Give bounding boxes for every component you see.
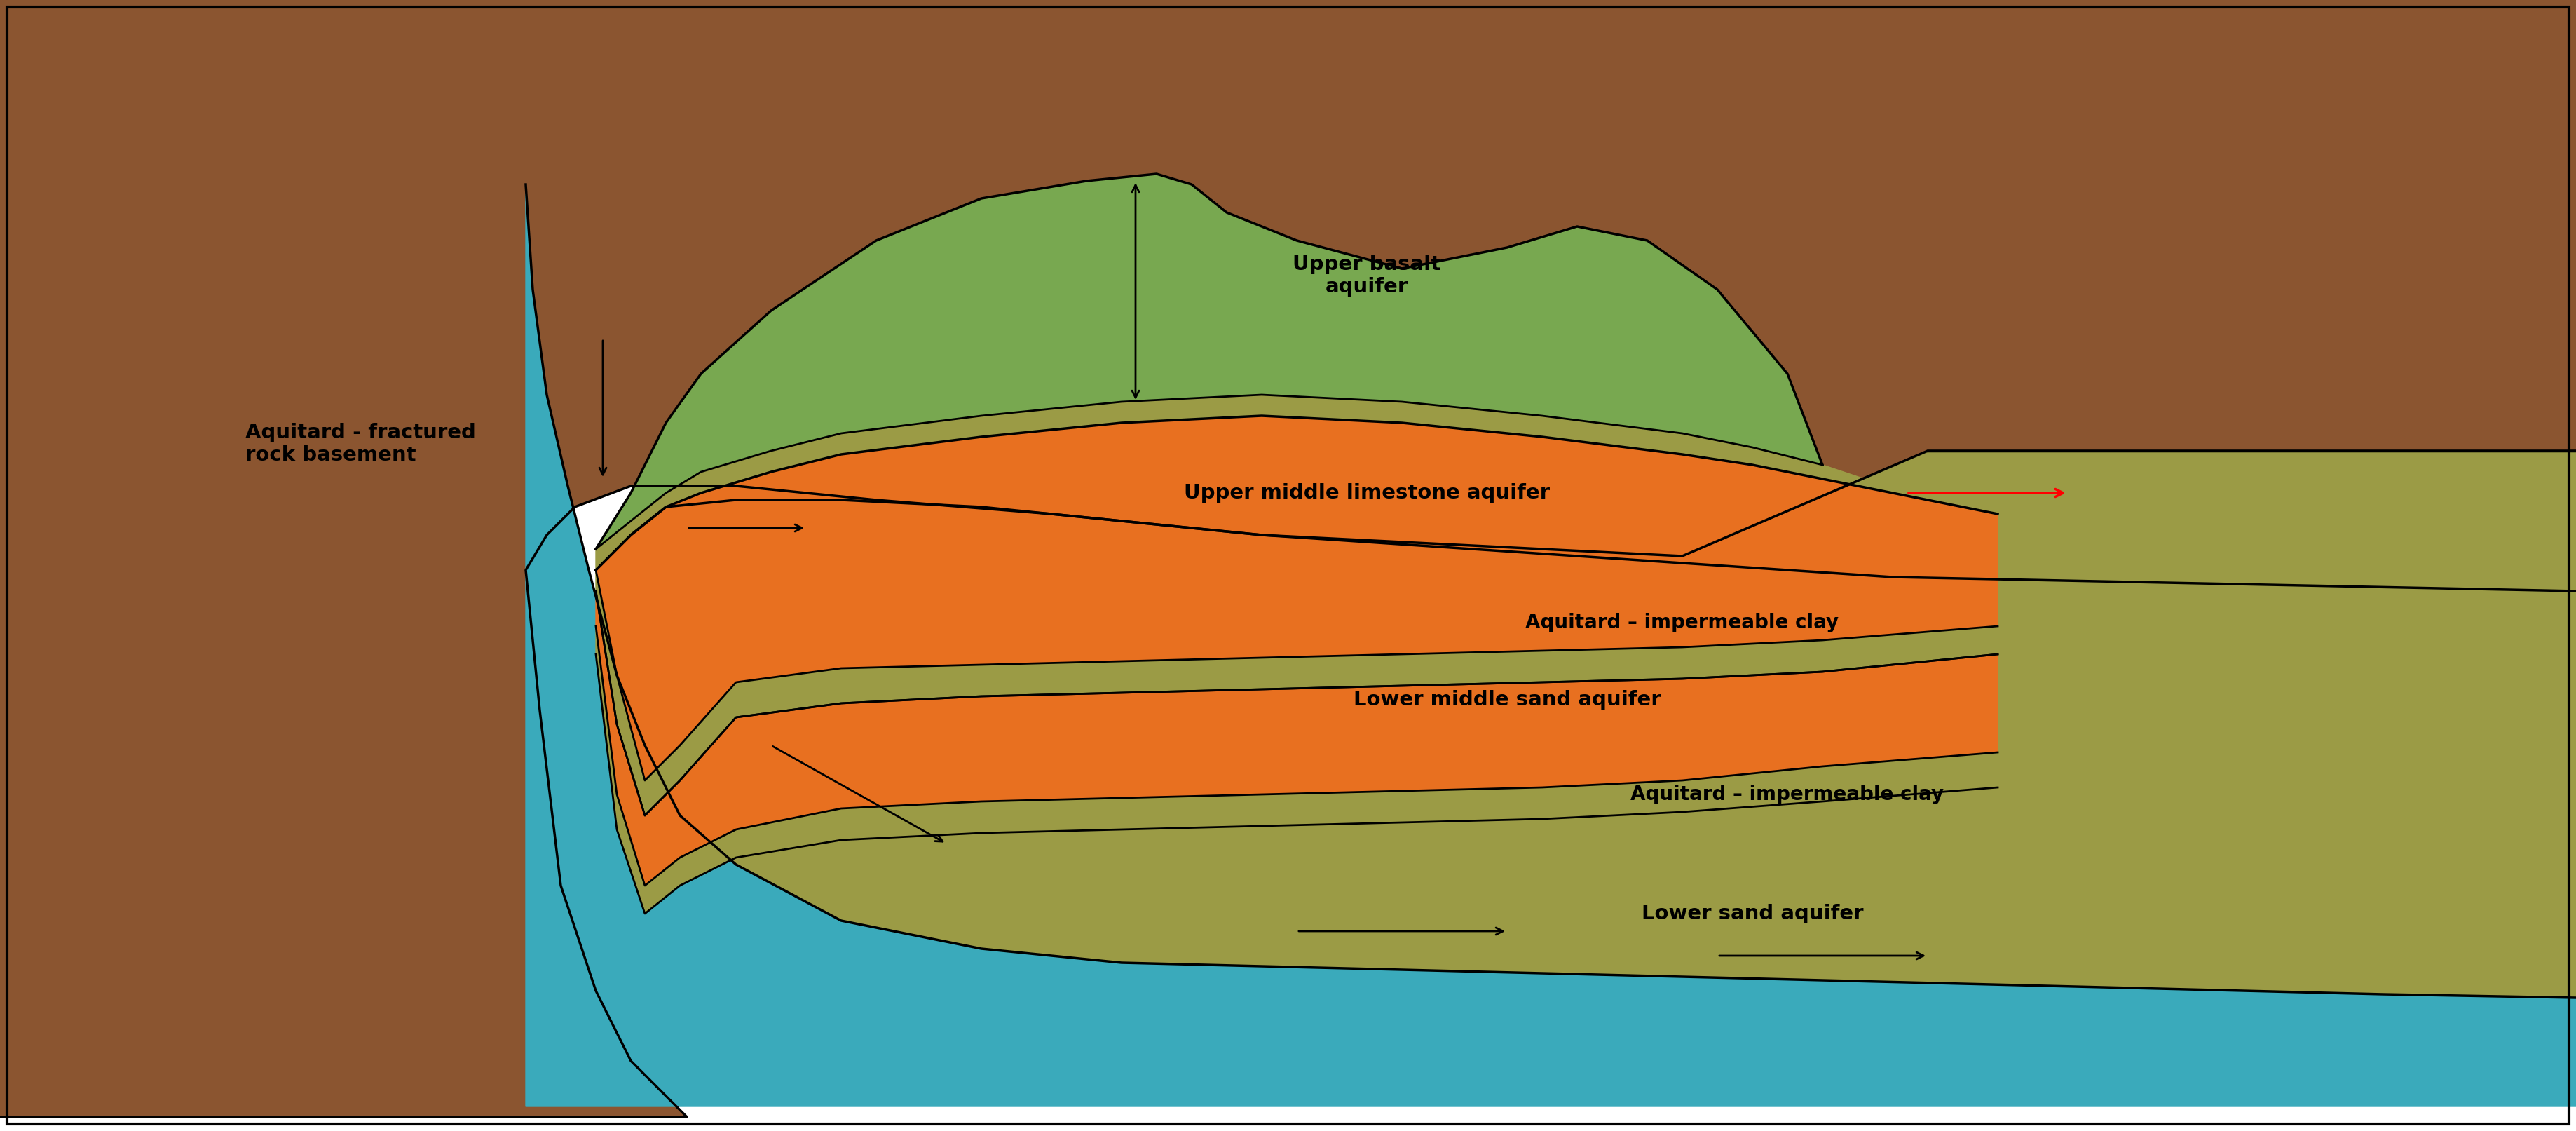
- Polygon shape: [595, 416, 1999, 780]
- Text: Aquitard - fractured
rock basement: Aquitard - fractured rock basement: [245, 423, 477, 465]
- Text: Lower middle sand aquifer: Lower middle sand aquifer: [1352, 690, 1662, 709]
- Text: Aquitard – impermeable clay: Aquitard – impermeable clay: [1631, 785, 1945, 804]
- Text: Aquitard – impermeable clay: Aquitard – impermeable clay: [1525, 613, 1839, 632]
- Text: Upper basalt
aquifer: Upper basalt aquifer: [1293, 254, 1440, 296]
- Polygon shape: [595, 627, 1999, 914]
- Polygon shape: [595, 451, 2576, 998]
- Text: Lower sand aquifer: Lower sand aquifer: [1641, 904, 1862, 923]
- Polygon shape: [595, 395, 1927, 570]
- Polygon shape: [1927, 451, 2576, 977]
- Polygon shape: [595, 570, 1999, 815]
- Text: Upper middle limestone aquifer: Upper middle limestone aquifer: [1185, 483, 1551, 503]
- Polygon shape: [595, 592, 1999, 886]
- Polygon shape: [526, 184, 2576, 1106]
- Polygon shape: [595, 174, 1821, 549]
